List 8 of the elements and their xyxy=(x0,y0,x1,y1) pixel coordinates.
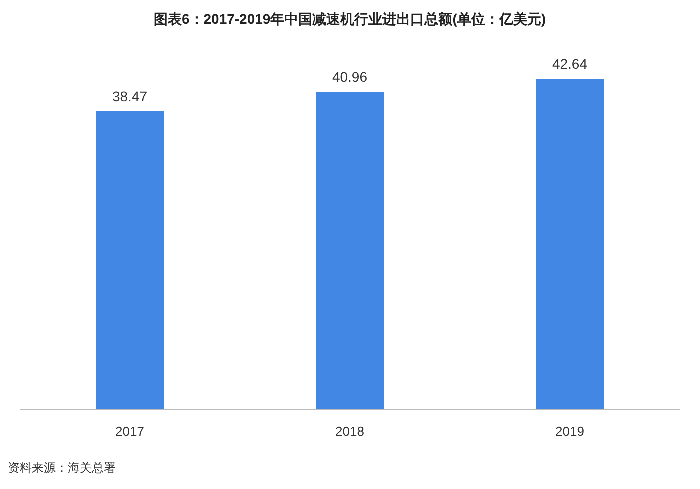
text: 资料来源：海关总署 xyxy=(8,461,116,475)
x-tick-label: 2017 xyxy=(116,424,144,439)
data-label: 40.96 xyxy=(332,69,368,86)
chart-title: 图表6：2017-2019年中国减速机行业进出口总额(单位：亿美元) xyxy=(154,11,546,27)
x-tick-label: 2019 xyxy=(556,424,584,439)
x-tick-label: 2018 xyxy=(336,424,364,439)
data-label: 42.64 xyxy=(552,56,588,72)
data-label: 38.47 xyxy=(112,88,148,104)
